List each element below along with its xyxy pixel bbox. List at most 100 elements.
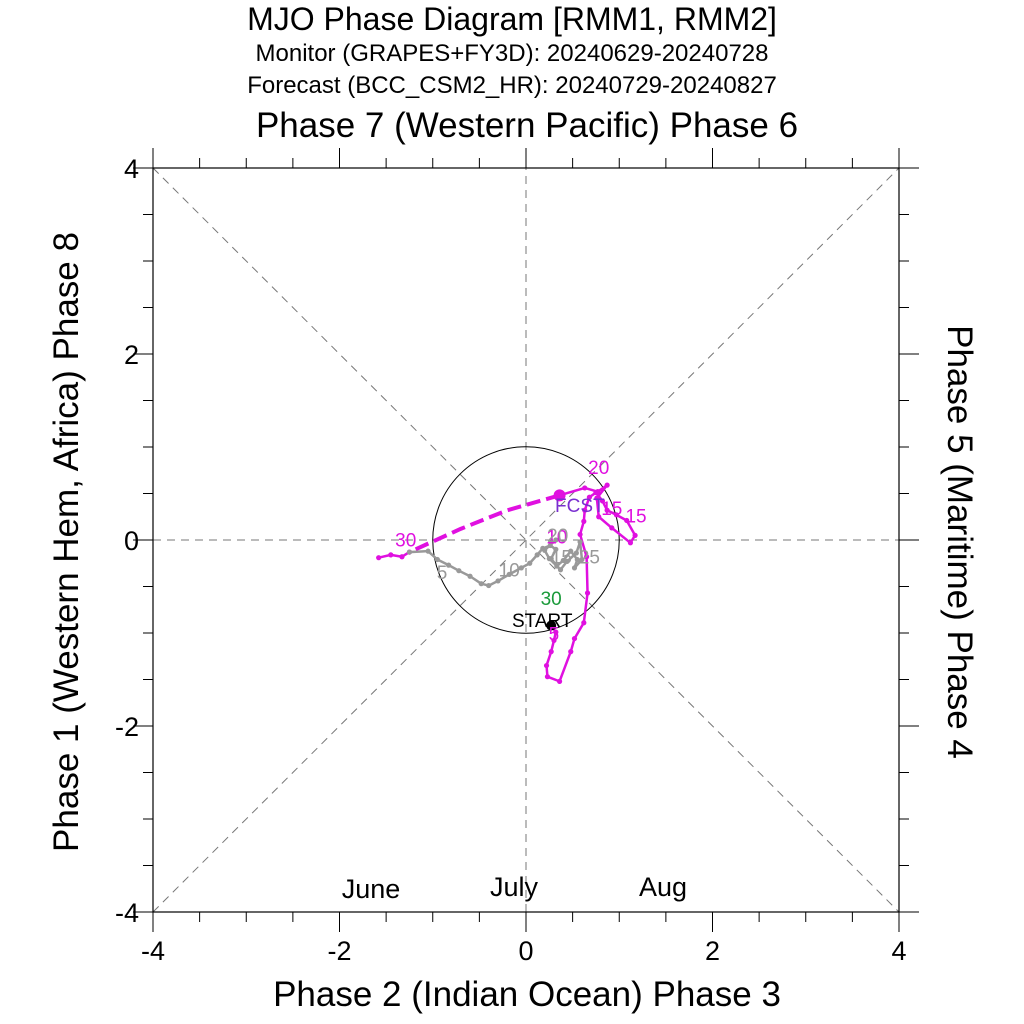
data-point: [584, 554, 590, 560]
series-line-forecast: [408, 493, 561, 554]
day-annotation: 30: [541, 589, 562, 610]
diagonal-line-2: [152, 167, 900, 913]
start-marker: [546, 620, 557, 631]
y-tick-label: 4: [124, 154, 139, 184]
data-point: [478, 581, 484, 587]
data-point: [568, 548, 574, 554]
data-point: [486, 582, 492, 589]
data-point: [577, 539, 583, 545]
forecast-start-label: FCST: [555, 496, 605, 517]
data-point: [544, 674, 551, 680]
data-point: [581, 518, 587, 525]
series-line-july-history: [378, 551, 411, 559]
y-axis-label-right: Phase 5 (Maritime) Phase 4: [940, 325, 979, 759]
day-annotation: 15: [625, 506, 646, 527]
data-point: [551, 637, 557, 644]
data-point: [627, 540, 634, 546]
day-annotation: 20: [588, 458, 609, 479]
data-point: [581, 620, 587, 626]
data-point: [557, 567, 564, 573]
forecast-start-marker: [553, 489, 566, 502]
y-tick-label: -2: [115, 712, 139, 742]
data-point: [586, 494, 593, 500]
data-point: [571, 635, 578, 642]
data-point: [548, 649, 554, 655]
data-point: [609, 525, 615, 531]
data-point: [518, 565, 524, 571]
data-point: [434, 556, 441, 563]
data-point: [574, 556, 580, 563]
y-axis-label-left: Phase 1 (Western Hem, Africa) Phase 8: [47, 232, 86, 852]
x-tick-label: 0: [518, 936, 533, 966]
data-point: [542, 547, 548, 553]
data-point: [582, 507, 588, 513]
y-tick-label: 0: [124, 526, 139, 556]
x-tick-label: -4: [141, 936, 165, 966]
data-point: [553, 629, 559, 635]
plot-grid: [152, 167, 900, 913]
diagonal-line-1: [152, 167, 900, 913]
day-annotation: 25: [579, 547, 600, 568]
x-tick-label: 2: [705, 936, 720, 966]
day-annotation: 5: [437, 563, 448, 584]
data-point: [595, 489, 601, 495]
day-annotation: 15: [601, 499, 622, 520]
data-point: [495, 578, 501, 584]
data-point: [554, 563, 560, 569]
y-tick-label: -4: [115, 898, 139, 928]
data-point: [584, 590, 591, 596]
data-point: [388, 552, 394, 558]
day-annotation: 5: [549, 624, 560, 645]
data-point: [579, 556, 585, 563]
data-point: [543, 662, 550, 669]
data-point: [568, 649, 574, 655]
data-point: [553, 537, 559, 543]
data-point: [596, 514, 602, 520]
data-point: [527, 560, 533, 566]
day-annotation: 10: [499, 560, 520, 581]
data-point: [564, 558, 570, 564]
data-point: [467, 573, 473, 579]
data-point: [556, 678, 563, 684]
data-point: [594, 495, 600, 501]
day-annotation: 10: [546, 528, 567, 549]
day-annotation: 15: [551, 547, 572, 568]
data-point: [406, 549, 413, 555]
data-point: [456, 568, 462, 574]
data-point: [546, 556, 552, 562]
data-point: [577, 531, 583, 538]
start-label: START: [512, 611, 573, 632]
chart-title: MJO Phase Diagram [RMM1, RMM2]: [247, 1, 777, 37]
data-point: [624, 517, 630, 524]
data-point: [446, 562, 452, 568]
chart-subtitle-monitor: Monitor (GRAPES+FY3D): 20240629-20240728: [256, 40, 769, 67]
x-tick-label: 4: [891, 936, 906, 966]
data-point: [547, 542, 553, 549]
top-phase-label: Phase 7 (Western Pacific) Phase 6: [256, 106, 798, 145]
data-point: [573, 550, 579, 556]
data-point: [599, 498, 606, 504]
x-tick-label: -2: [327, 936, 351, 966]
series-layer: [376, 482, 638, 684]
data-point: [582, 485, 588, 491]
data-point: [553, 546, 559, 552]
legend-july: July: [490, 872, 539, 902]
data-point: [376, 555, 382, 561]
chart-subtitle-forecast: Forecast (BCC_CSM2_HR): 20240729-2024082…: [247, 72, 777, 99]
legend-aug: Aug: [639, 872, 687, 902]
data-point: [604, 482, 610, 488]
day-annotation: 30: [395, 531, 416, 552]
data-point: [425, 548, 431, 554]
data-point: [613, 512, 620, 518]
day-annotation: 20: [547, 526, 568, 547]
data-point: [399, 554, 405, 560]
data-point: [604, 507, 610, 513]
data-point: [506, 571, 512, 578]
y-tick-label: 2: [124, 340, 139, 370]
data-point: [632, 532, 638, 538]
unit-circle: [432, 446, 620, 634]
x-axis-label: Phase 2 (Indian Ocean) Phase 3: [273, 975, 781, 1014]
